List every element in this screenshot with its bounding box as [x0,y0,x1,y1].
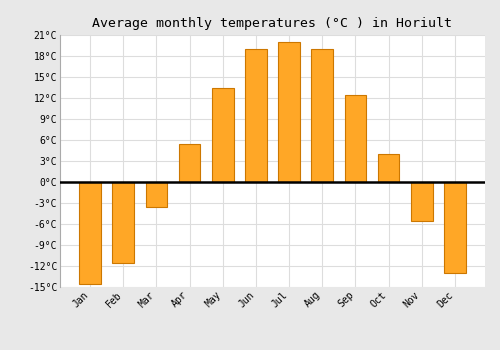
Bar [344,94,366,182]
Bar [146,182,167,206]
Bar [278,42,300,182]
Bar [179,144,201,182]
Title: Average monthly temperatures (°C ) in Horiult: Average monthly temperatures (°C ) in Ho… [92,17,452,30]
Bar [444,182,466,273]
Bar [112,182,134,262]
Bar [378,154,400,182]
Bar [312,49,333,182]
Bar [411,182,432,220]
Bar [245,49,266,182]
Bar [80,182,101,284]
Bar [212,88,234,182]
